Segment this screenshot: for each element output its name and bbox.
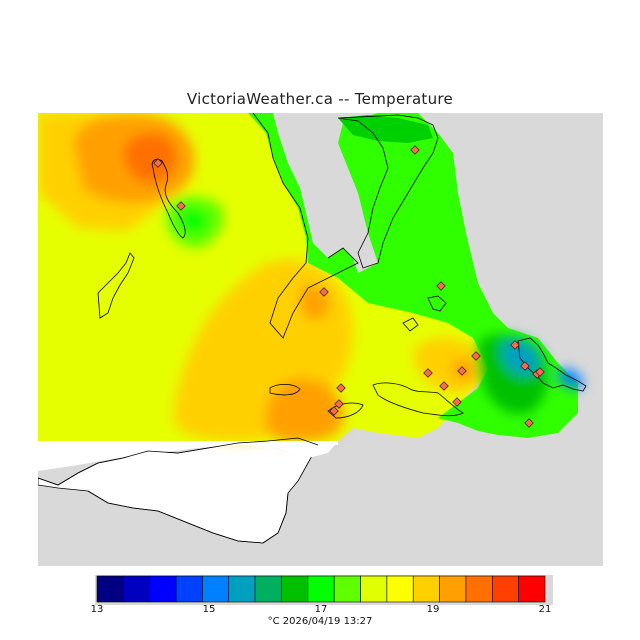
legend-swatch <box>281 575 309 603</box>
legend-ticks: 13 15 17 19 21 <box>91 604 552 618</box>
legend-swatch <box>465 575 493 603</box>
legend-tick-label: 19 <box>426 604 440 615</box>
legend-tick-label: 15 <box>202 604 216 615</box>
legend-swatch <box>491 575 519 603</box>
legend-swatches <box>96 575 546 603</box>
legend-swatch <box>202 575 230 603</box>
legend-swatch <box>149 575 177 603</box>
legend-tick-label: 17 <box>314 604 328 615</box>
legend-swatch <box>96 575 124 603</box>
map-title: VictoriaWeather.ca -- Temperature <box>186 90 454 108</box>
temperature-legend <box>95 575 553 605</box>
legend-tick-label: 21 <box>538 604 552 615</box>
legend-tick-label: 13 <box>90 604 104 615</box>
timestamp-caption: °C 2026/04/19 13:27 <box>267 616 373 627</box>
temperature-map <box>38 113 603 566</box>
legend-swatch <box>333 575 361 603</box>
station-markers <box>153 145 545 428</box>
legend-swatch <box>360 575 388 603</box>
legend-swatch <box>386 575 414 603</box>
legend-swatch <box>439 575 467 603</box>
legend-swatch <box>123 575 151 603</box>
legend-swatch <box>412 575 440 603</box>
legend-swatch <box>307 575 335 603</box>
legend-swatch <box>518 575 546 603</box>
legend-swatch <box>228 575 256 603</box>
legend-swatch <box>254 575 282 603</box>
legend-swatch <box>175 575 203 603</box>
